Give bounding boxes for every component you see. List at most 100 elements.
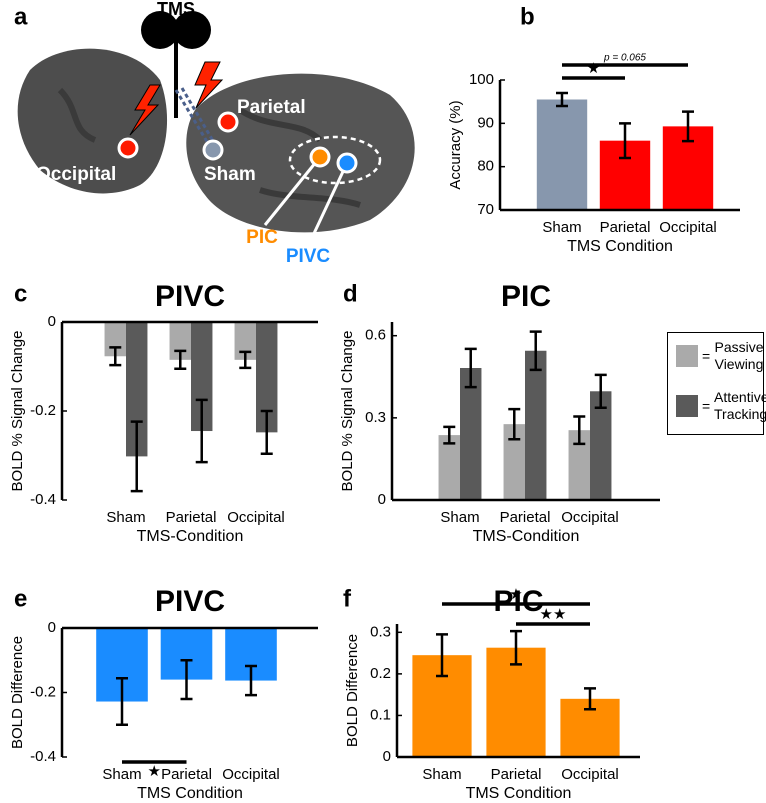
x-axis-label: TMS Condition bbox=[567, 238, 673, 255]
chart-title: PIC bbox=[501, 280, 551, 313]
error-bar bbox=[130, 420, 143, 493]
site-pivc bbox=[336, 152, 358, 174]
bar bbox=[536, 99, 588, 210]
panel-letter: f bbox=[343, 585, 352, 612]
legend-label: Passive Viewing bbox=[714, 339, 764, 372]
legend: = Passive Viewing = Attentive Tracking bbox=[667, 332, 766, 435]
sham-coil bbox=[174, 87, 218, 151]
x-axis-label: TMS-Condition bbox=[473, 528, 580, 545]
bolt bbox=[129, 84, 161, 136]
panel-letter: c bbox=[14, 280, 27, 307]
x-tick-label: Sham bbox=[440, 509, 479, 526]
significance-label: ★★ bbox=[540, 606, 567, 623]
y-tick-label: 0.2 bbox=[370, 665, 391, 682]
error-bar bbox=[510, 629, 522, 666]
y-tick-label: 0 bbox=[378, 491, 386, 508]
x-tick-label: Parietal bbox=[161, 766, 212, 783]
error-bar bbox=[464, 347, 477, 389]
y-tick-label: 0.3 bbox=[365, 409, 386, 426]
y-tick-label: 0.6 bbox=[365, 327, 386, 344]
label-tms: TMS bbox=[157, 0, 195, 19]
error-bar bbox=[682, 110, 694, 143]
error-bar bbox=[239, 350, 252, 370]
bar bbox=[486, 647, 546, 757]
y-tick-label: -0.4 bbox=[30, 748, 56, 765]
y-tick-label: -0.2 bbox=[30, 402, 56, 419]
pointer bbox=[263, 156, 322, 226]
significance-label: ★ bbox=[148, 763, 161, 780]
y-axis-label: BOLD % Signal Change bbox=[339, 331, 356, 492]
error-bar bbox=[245, 664, 257, 697]
panel-letter: b bbox=[520, 3, 535, 30]
chart-title: PIC bbox=[493, 585, 543, 618]
y-tick-label: 0 bbox=[383, 748, 391, 765]
brain-illustration: a TMS Parietal Occipital Sham PIC PIVC bbox=[14, 0, 415, 267]
bar bbox=[191, 322, 213, 432]
site-occipital bbox=[117, 137, 139, 159]
error-bar bbox=[195, 398, 208, 464]
y-tick-label: 70 bbox=[477, 201, 494, 218]
legend-marker-text: = bbox=[702, 348, 711, 364]
y-tick-label: 0 bbox=[48, 313, 56, 330]
error-bar bbox=[573, 415, 586, 446]
x-tick-label: Sham bbox=[422, 766, 461, 783]
x-tick-label: Occipital bbox=[561, 509, 619, 526]
y-tick-label: 0.3 bbox=[370, 623, 391, 640]
error-bar bbox=[443, 425, 456, 445]
bar bbox=[568, 430, 590, 500]
y-tick-label: 90 bbox=[477, 114, 494, 131]
significance-label: ★ bbox=[509, 586, 522, 603]
bar bbox=[460, 368, 482, 500]
x-axis-label: TMS Condition bbox=[466, 785, 572, 802]
y-axis-label: BOLD Difference bbox=[344, 634, 361, 747]
roi-outline bbox=[288, 135, 382, 185]
x-tick-label: Occipital bbox=[561, 766, 619, 783]
error-bar bbox=[116, 677, 128, 726]
bar bbox=[256, 322, 278, 433]
y-axis-label: BOLD % Signal Change bbox=[9, 331, 26, 492]
label-sham: Sham bbox=[204, 164, 256, 185]
error-bar bbox=[260, 409, 273, 455]
error-bar bbox=[556, 91, 568, 108]
x-tick-label: Occipital bbox=[227, 509, 285, 526]
x-tick-label: Sham bbox=[106, 509, 145, 526]
x-tick-label: Occipital bbox=[659, 219, 717, 236]
error-bar bbox=[584, 687, 596, 711]
label-pivc: PIVC bbox=[286, 246, 331, 267]
legend-label: Attentive Tracking bbox=[714, 389, 766, 422]
error-bar bbox=[180, 659, 193, 701]
y-tick-label: 80 bbox=[477, 158, 494, 175]
label-parietal: Parietal bbox=[237, 97, 306, 118]
label-occipital: Occipital bbox=[36, 164, 116, 185]
bar bbox=[503, 424, 525, 500]
chart-title: PIVC bbox=[155, 585, 225, 618]
significance-label: p = 0.065 bbox=[603, 53, 646, 64]
error-bar bbox=[436, 633, 448, 678]
x-tick-label: Parietal bbox=[166, 509, 217, 526]
error-bar bbox=[619, 122, 631, 160]
error-bar bbox=[508, 407, 521, 441]
label-pic: PIC bbox=[246, 227, 278, 248]
legend-item: = Passive Viewing bbox=[676, 339, 764, 383]
error-bar bbox=[594, 373, 607, 409]
chart-title: PIVC bbox=[155, 280, 225, 313]
panel-letter: e bbox=[14, 585, 27, 612]
site-sham bbox=[202, 139, 224, 161]
legend-marker-text: = bbox=[702, 398, 711, 414]
bar bbox=[525, 350, 547, 500]
site-pic bbox=[309, 146, 331, 168]
error-bar bbox=[109, 346, 122, 367]
x-tick-label: Sham bbox=[542, 219, 581, 236]
bolt bbox=[194, 61, 224, 109]
y-tick-label: 100 bbox=[469, 71, 494, 88]
x-tick-label: Parietal bbox=[600, 219, 651, 236]
significance-label: ★ bbox=[587, 60, 600, 77]
x-tick-label: Sham bbox=[102, 766, 141, 783]
legend-swatch bbox=[676, 345, 698, 367]
panel-letter: a bbox=[14, 3, 28, 30]
gyri bbox=[57, 87, 361, 208]
y-axis-label: BOLD Difference bbox=[9, 636, 26, 749]
bar bbox=[590, 391, 612, 500]
error-bar bbox=[529, 330, 542, 372]
site-parietal bbox=[217, 111, 239, 133]
